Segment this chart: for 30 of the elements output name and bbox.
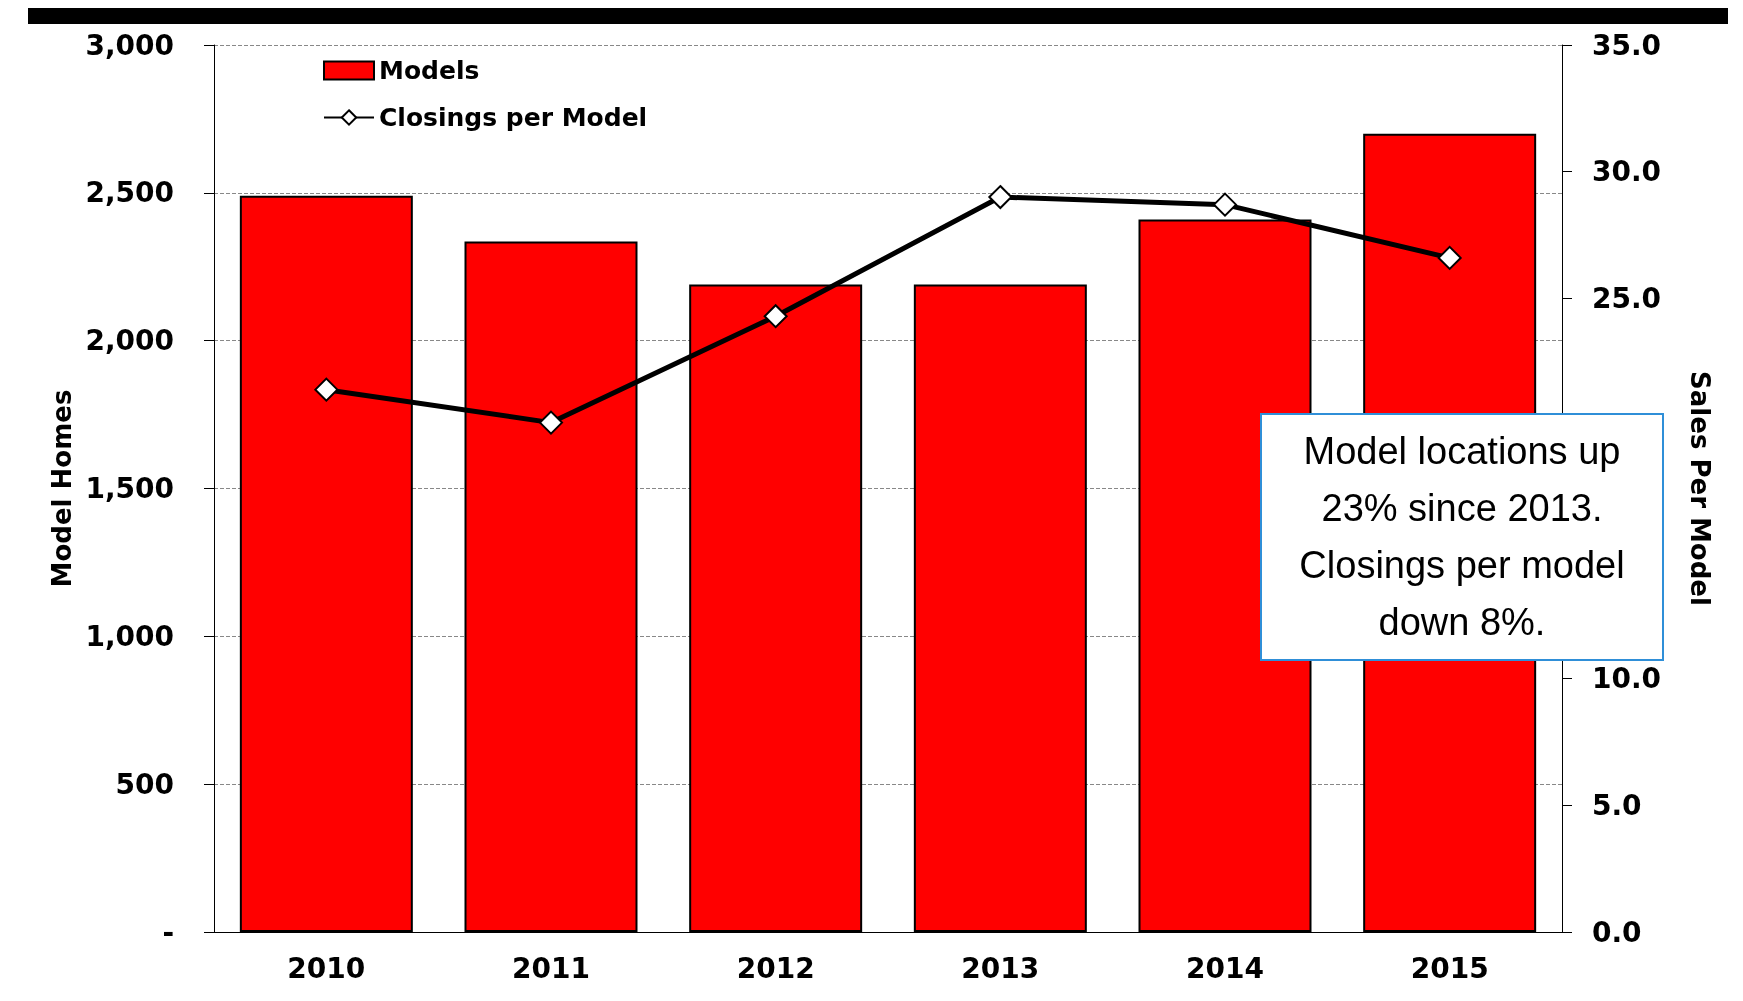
point (539, 410, 563, 435)
y2-tick-label: 35.0 (1592, 28, 1662, 62)
x-tick-label: 2013 (961, 951, 1040, 985)
y2-tick-label: 5.0 (1592, 788, 1642, 822)
y-tick-label: 2,500 (85, 176, 174, 210)
y-tick-label: 3,000 (85, 28, 174, 62)
y-axis-title: Model Homes (46, 389, 77, 588)
x-tick-label: 2014 (1186, 951, 1264, 985)
y2-tick-label: 25.0 (1592, 281, 1662, 315)
y-tick-label: 2,000 (85, 324, 174, 358)
x-tick-label: 2010 (287, 951, 366, 985)
legend-label: Models (379, 56, 480, 85)
x-tick-label: 2011 (512, 951, 590, 985)
y2-tick-label: 30.0 (1592, 155, 1662, 189)
y-tick-label: 1,500 (85, 472, 174, 505)
x-tick-label: 2012 (736, 951, 815, 985)
y-tick-label: 1,000 (85, 619, 174, 653)
y2-tick-label: 0.0 (1592, 915, 1642, 949)
legend-label: Closings per Model (379, 103, 648, 132)
point (1213, 192, 1237, 217)
y2-axis-title: Sales Per Model (1685, 371, 1715, 606)
y2-tick-label: 10.0 (1592, 662, 1662, 696)
point (988, 185, 1013, 210)
point (763, 304, 788, 329)
point (1437, 245, 1462, 270)
x-tick-label: 2015 (1410, 951, 1489, 985)
y-tick-label: - (162, 915, 174, 949)
point (314, 377, 339, 402)
y-tick-label: 500 (115, 767, 174, 801)
annotation: Model locations up 23% since 2013. Closings per model down 8%. (1260, 413, 1664, 661)
